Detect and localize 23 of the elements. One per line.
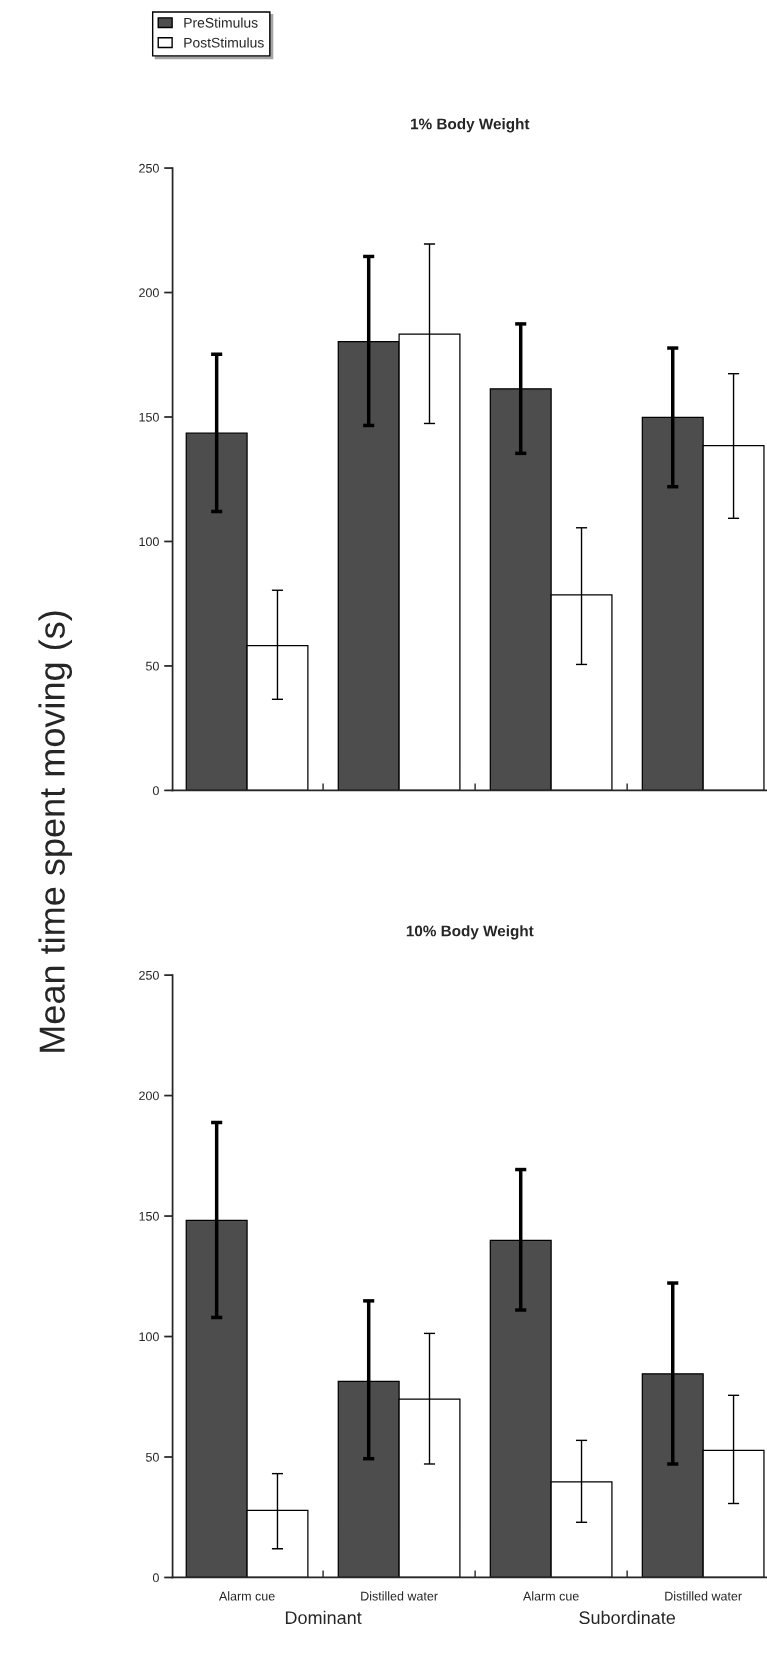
y-tick-label: 250 (139, 163, 159, 173)
y-tick-label: 0 (152, 1573, 159, 1583)
y-tick-label: 250 (139, 970, 159, 980)
y-tick-label: 150 (139, 412, 159, 422)
y-tick-label: 50 (145, 1452, 159, 1462)
x-tick-label: Alarm cue (523, 1591, 579, 1601)
x-tick-label: Distilled water (665, 1591, 742, 1601)
y-axis-title: Mean time spent moving (s) (38, 611, 73, 1052)
text: Dominant (285, 1610, 362, 1625)
x-tick-label: Distilled water (361, 1591, 438, 1601)
chart-title: 10% Body Weight (406, 925, 534, 940)
chart-title: 1% Body Weight (411, 118, 530, 133)
y-tick-label: 100 (139, 537, 159, 547)
legend-label: PostStimulus (184, 37, 264, 48)
y-tick-label: 0 (152, 786, 159, 796)
y-tick-label: 100 (139, 1332, 159, 1342)
text: Subordinate (579, 1610, 676, 1625)
x-tick-label: Alarm cue (218, 1591, 275, 1601)
y-tick-label: 200 (139, 1091, 159, 1101)
y-tick-label: 150 (139, 1211, 159, 1221)
y-tick-label: 50 (145, 661, 159, 671)
legend-label: PreStimulus (184, 17, 258, 28)
y-tick-label: 200 (139, 288, 159, 298)
